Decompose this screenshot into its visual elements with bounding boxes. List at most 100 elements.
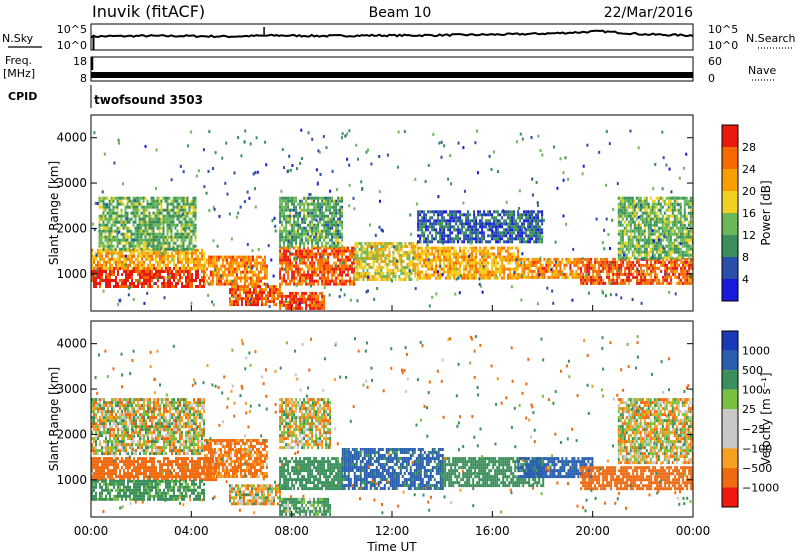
scatter-cell: [136, 232, 139, 236]
scatter-cell: [287, 255, 290, 259]
scatter-cell: [463, 264, 466, 268]
scatter-cell: [645, 253, 648, 257]
scatter-cell: [619, 214, 622, 218]
scatter-cell: [400, 278, 403, 281]
scatter-cell: [135, 257, 137, 261]
scatter-cell: [168, 241, 171, 245]
scatter-cell: [392, 269, 395, 272]
scatter-cell: [691, 256, 693, 260]
scatter-cell: [501, 246, 504, 250]
scatter-cell: [612, 275, 615, 279]
scatter-cell: [384, 254, 387, 257]
scatter-cell: [337, 276, 340, 280]
scatter-cell: [683, 235, 686, 239]
scatter-cell: [112, 223, 115, 227]
scatter-cell: [457, 231, 460, 235]
scatter-cell: [110, 241, 113, 245]
scatter-cell: [134, 202, 137, 206]
scatter-cell: [429, 240, 432, 244]
scatter-cell: [229, 303, 231, 307]
scatter-cell: [669, 202, 672, 206]
scatter-cell: [291, 199, 294, 203]
scatter-cell: [657, 199, 660, 203]
scatter-cell: [475, 252, 478, 256]
scatter-cell: [471, 258, 474, 262]
scatter-cell: [435, 249, 438, 253]
scatter-cell: [132, 199, 135, 203]
scatter-cell: [166, 205, 169, 209]
scatter-cell: [669, 208, 672, 212]
scatter-cell: [126, 232, 129, 236]
scatter-cell: [655, 235, 658, 239]
scatter-cell: [134, 205, 137, 209]
scatter-cell: [481, 270, 484, 274]
scatter-cell: [449, 264, 452, 268]
scatter-cell: [159, 276, 161, 279]
scatter-cell: [656, 275, 659, 279]
scatter-cell: [663, 202, 666, 206]
scatter-cell: [642, 281, 645, 285]
scatter-cell: [172, 220, 175, 224]
scatter-cell: [631, 238, 634, 242]
scatter-cell: [425, 255, 428, 259]
scatter-cell: [129, 257, 131, 261]
freq-panel: Freq. [MHz] 18 8 60 0 Nave: [3, 54, 776, 85]
scatter-cell: [353, 252, 356, 256]
scatter-cell: [419, 252, 422, 256]
scatter-cell: [515, 276, 518, 280]
scatter-cell: [621, 244, 624, 248]
scatter-cell: [309, 211, 312, 215]
scatter-cell: [237, 297, 239, 301]
scatter-cell: [449, 234, 452, 238]
scatter-cell: [141, 260, 143, 264]
scatter-cell: [185, 282, 187, 285]
scatter-cell: [190, 235, 193, 239]
scatter-cell: [507, 273, 510, 277]
scatter-cell: [680, 266, 683, 270]
scatter-cell: [241, 261, 244, 265]
scatter-cell: [146, 232, 149, 236]
scatter-cell: [293, 252, 296, 256]
scatter-cell: [331, 196, 334, 200]
scatter-cell: [687, 199, 690, 203]
scatter-cell: [333, 223, 336, 227]
scatter-cell: [279, 306, 282, 310]
scatter-cell: [219, 255, 222, 259]
scatter-cell: [637, 205, 640, 209]
scatter-cell: [311, 258, 314, 262]
scatter-cell: [299, 208, 302, 212]
scatter-cell: [146, 220, 149, 224]
scatter-cell: [402, 266, 405, 269]
scatter-cell: [145, 254, 147, 258]
scatter-cell: [408, 278, 411, 281]
scatter-cell: [321, 235, 324, 239]
scatter-cell: [471, 246, 474, 250]
scatter-cell: [565, 275, 568, 279]
scatter-cell: [179, 267, 181, 270]
scatter-cell: [105, 276, 107, 279]
scatter-cell: [241, 288, 243, 292]
scatter-cell: [321, 261, 324, 265]
scatter-cell: [105, 282, 107, 285]
scatter-cell: [614, 272, 617, 276]
scatter-cell: [376, 278, 379, 281]
scatter-cell: [162, 244, 165, 248]
scatter-cell: [521, 257, 524, 261]
scatter-cell: [661, 217, 664, 221]
scatter-cell: [443, 246, 446, 250]
scatter-cell: [618, 266, 621, 270]
scatter-cell: [287, 208, 290, 212]
scatter-cell: [257, 261, 260, 265]
scatter-cell: [431, 222, 434, 226]
scatter-cell: [187, 257, 189, 261]
scatter-cell: [249, 264, 252, 268]
scatter-cell: [679, 229, 682, 233]
scatter-cell: [475, 228, 478, 232]
scatter-cell: [130, 232, 133, 236]
scatter-cell: [309, 249, 312, 253]
scatter-cell: [339, 270, 342, 274]
scatter-cell: [643, 217, 646, 221]
scatter-cell: [501, 225, 504, 229]
date-title: 22/Mar/2016: [604, 5, 693, 21]
scatter-cell: [188, 247, 191, 251]
